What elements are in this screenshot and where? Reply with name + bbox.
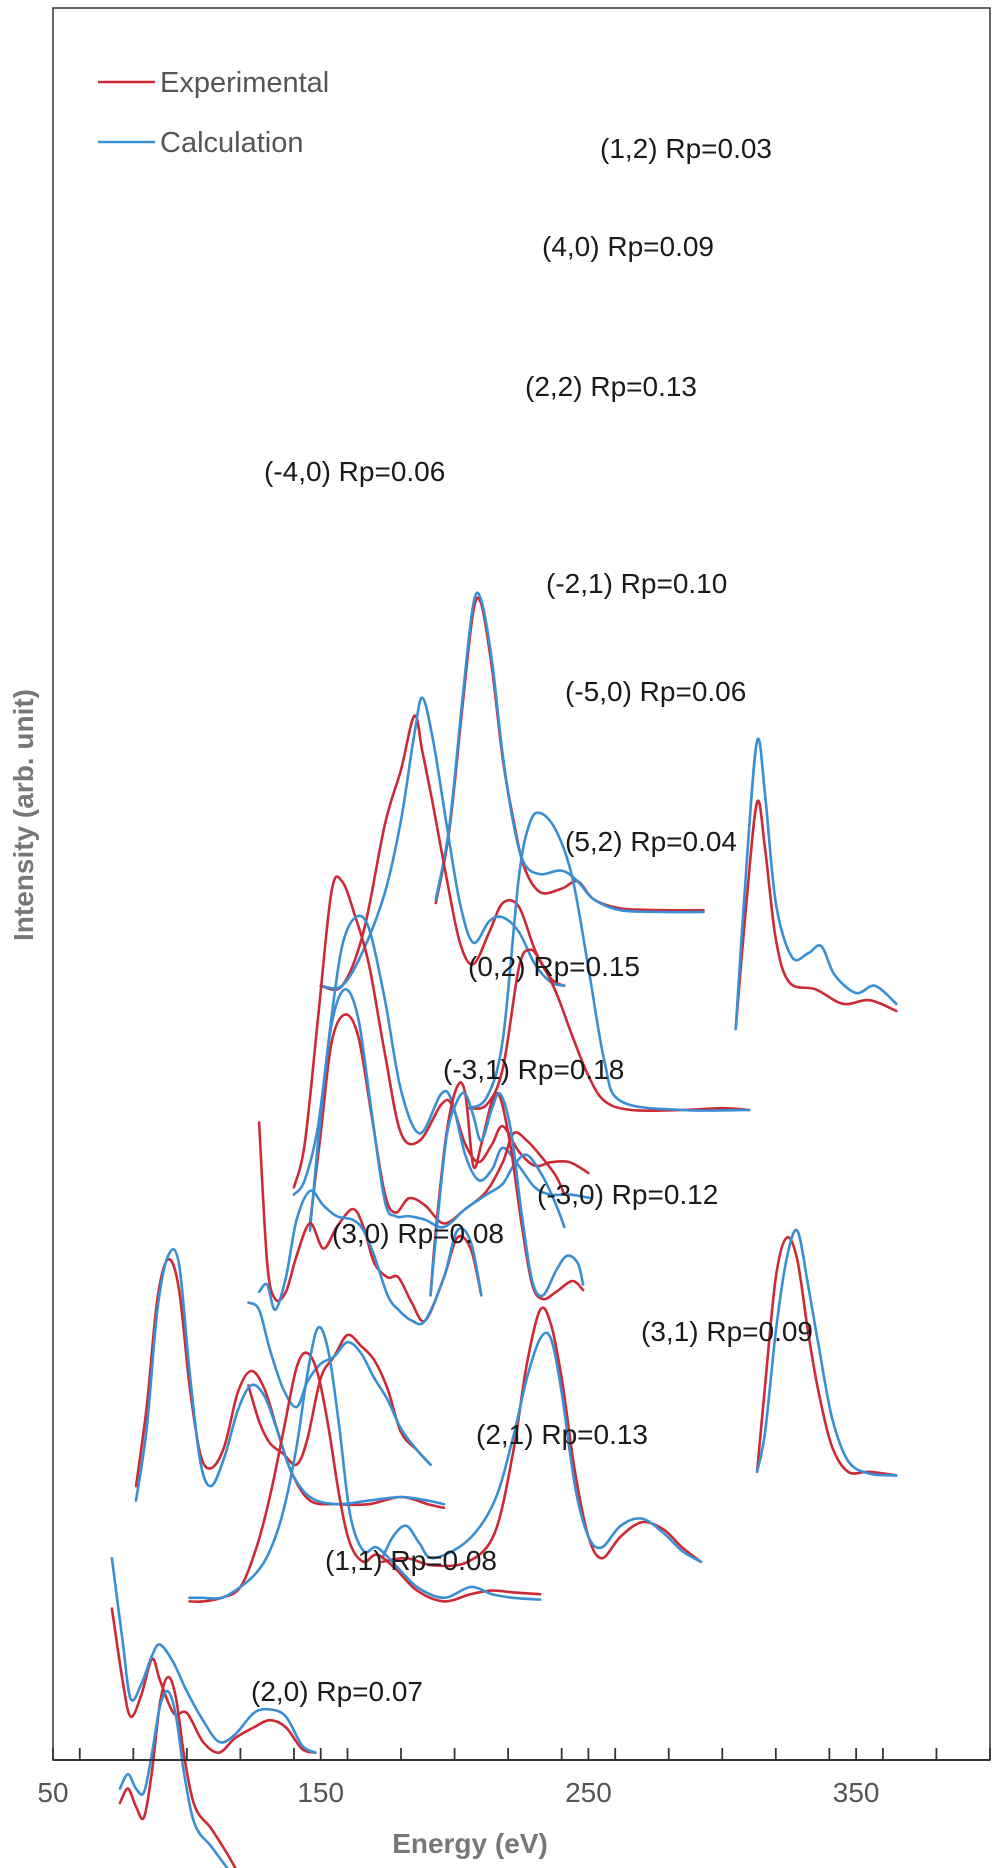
curve-pair [292,875,593,1200]
curve-pair [118,1675,237,1868]
calculation-curve [188,1325,542,1601]
curve-pair [188,1325,542,1603]
curves [110,591,898,1868]
experimental-curve [319,714,566,992]
experimental-curve [381,1306,703,1568]
calculation-curve [381,1331,703,1564]
y-axis-title: Intensity (arb. unit) [8,689,39,941]
calculation-curve [308,988,566,1232]
curve-pair [134,1247,446,1510]
calculation-curve [429,1091,585,1298]
curve-label: (0,2) Rp=0.15 [468,951,640,982]
curve-pair [734,737,898,1031]
experimental-curve [118,1675,237,1868]
curve-label: (2,2) Rp=0.13 [525,371,697,402]
curve-label: (-3,1) Rp=0.18 [443,1054,624,1085]
experimental-curve [755,1235,898,1477]
curve-pair [110,1556,317,1754]
legend: Experimental Calculation [98,67,329,159]
experimental-curve [110,1607,317,1754]
x-tick-label: 350 [833,1777,880,1808]
experimental-curve [292,875,590,1189]
calculation-curve [434,591,705,914]
curve-label: (3,0) Rp=0.08 [332,1218,504,1249]
legend-label: Calculation [160,127,303,159]
curve-labels: (1,2) Rp=0.03 (4,0) Rp=0.09 (2,2) Rp=0.13 (… [251,133,813,1707]
curve-pair [308,988,566,1232]
calculation-curve [466,811,751,1112]
curve-label: (2,1) Rp=0.13 [476,1419,648,1450]
curve-label: (-2,1) Rp=0.10 [546,568,727,599]
calculation-curve [247,1301,432,1466]
calculation-curve [134,1247,446,1506]
calculation-curve [755,1228,898,1477]
curve-pair [247,1301,432,1467]
x-tick-label: 50 [37,1777,68,1808]
curve-label: (-5,0) Rp=0.06 [565,676,746,707]
calculation-curve [734,737,898,1031]
curve-label: (-4,0) Rp=0.06 [264,456,445,487]
experimental-curve [734,799,898,1031]
plot-area [52,7,991,1761]
x-axis-title: Energy (eV) [392,1828,548,1859]
curve-pair [381,1306,703,1568]
curve-label: (4,0) Rp=0.09 [542,231,714,262]
curve-label: (1,1) Rp=0.08 [325,1545,497,1576]
x-tick-label: 150 [297,1777,344,1808]
curve-pair [755,1228,898,1477]
curve-pair [257,1121,483,1326]
curve-pair [434,591,705,914]
experimental-curve [429,1081,585,1301]
x-axis: 50 150 250 350 [37,1748,991,1808]
curve-label: (-3,0) Rp=0.12 [537,1179,718,1210]
x-tick-label: 250 [565,1777,612,1808]
calculation-curve [319,696,566,990]
plot-frame [52,7,991,1761]
curve-pair [429,1081,585,1301]
experimental-curve [188,1351,542,1603]
calculation-curve [257,1189,483,1326]
calculation-curve [110,1556,317,1754]
experimental-curve [247,1333,432,1467]
curve-label: (2,0) Rp=0.07 [251,1676,423,1707]
curve-pair [319,696,566,992]
calculation-curve [118,1689,229,1868]
curve-label: (3,1) Rp=0.09 [641,1316,813,1347]
calculation-curve [292,914,593,1200]
curve-pair [466,811,751,1113]
curve-label: (5,2) Rp=0.04 [565,826,737,857]
experimental-curve [308,1013,566,1225]
legend-label: Experimental [160,67,329,99]
curve-label: (1,2) Rp=0.03 [600,133,772,164]
